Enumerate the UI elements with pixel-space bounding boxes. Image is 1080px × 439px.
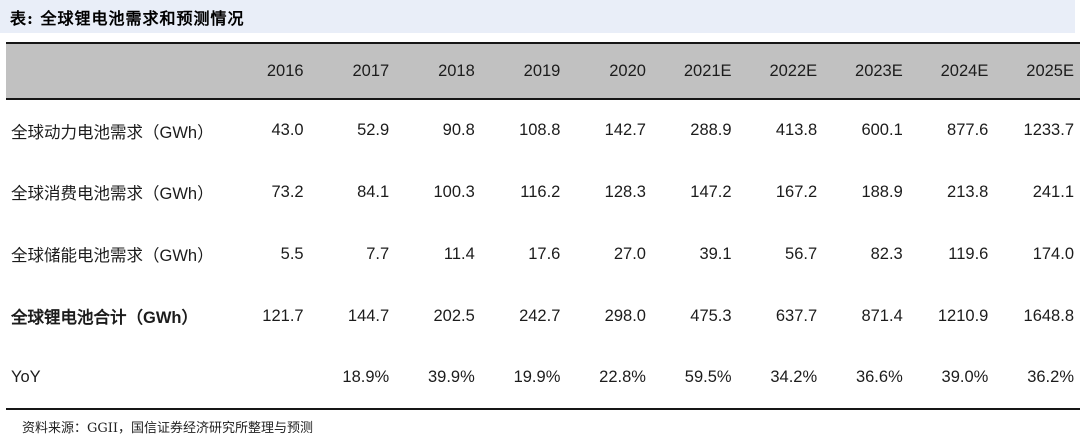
value-cell: 142.7	[604, 121, 646, 139]
row-label: 全球锂电池合计（GWh）	[11, 309, 198, 327]
header-row: 2016 2017 2018 2019 2020 2021E 2022E 2023E 2024E…	[6, 43, 1080, 99]
value-cell: 475.3	[690, 306, 732, 325]
value-cell: 167.2	[775, 182, 818, 201]
value-cell	[224, 347, 310, 409]
value-cell: 1648.8	[1023, 306, 1074, 325]
value-cell: 108.8	[519, 121, 561, 139]
value-cell: 213.8	[947, 182, 989, 201]
table-row: 全球动力电池需求（GWh） 43.0 52.9 90.8 108.8 142.7 288.9…	[6, 99, 1080, 161]
value-cell: 871.4	[861, 306, 903, 325]
column-header-year: 2022E	[769, 61, 818, 80]
table-header: 2016 2017 2018 2019 2020 2021E 2022E 2023E 2024E…	[6, 43, 1080, 99]
value-cell: 413.8	[775, 121, 818, 139]
value-cell: 36.6%	[855, 368, 903, 386]
column-header-year: 2021E	[683, 61, 732, 80]
value-cell: 90.8	[442, 121, 475, 139]
value-cell: 18.9%	[342, 368, 390, 386]
value-cell: 43.0	[271, 121, 304, 139]
column-header-year: 2018	[438, 61, 475, 80]
value-cell: 202.5	[433, 306, 475, 325]
row-label: 全球动力电池需求（GWh）	[11, 123, 214, 142]
value-cell: 84.1	[357, 182, 390, 201]
table-title: 表: 全球锂电池需求和预测情况	[10, 8, 245, 28]
value-cell: 56.7	[785, 244, 818, 263]
value-cell: 242.7	[519, 306, 561, 325]
value-cell: 121.7	[262, 306, 304, 325]
value-cell: 22.8%	[599, 368, 646, 386]
value-cell: 19.9%	[513, 368, 561, 386]
value-cell: 100.3	[433, 182, 475, 201]
row-label: YoY	[11, 368, 41, 386]
value-cell: 116.2	[520, 182, 561, 201]
table-row: YoY 18.9% 39.9% 19.9% 22.8% 59.5% 34.2% 36.6% 39…	[6, 347, 1080, 409]
table-row: 全球消费电池需求（GWh） 73.2 84.1 100.3 116.2 128.3 147.…	[6, 161, 1080, 223]
value-cell: 39.1	[699, 244, 732, 263]
column-header-year: 2016	[266, 61, 304, 80]
value-cell: 59.5%	[684, 368, 732, 386]
value-cell: 128.3	[604, 182, 646, 201]
column-header-year: 2019	[523, 61, 561, 80]
row-label: 全球消费电池需求（GWh）	[11, 185, 214, 203]
value-cell: 5.5	[280, 244, 304, 263]
table-row: 全球储能电池需求（GWh） 5.5 7.7 11.4 17.6 27.0 39.1 56.7 8…	[6, 223, 1080, 285]
table-body: 全球动力电池需求（GWh） 43.0 52.9 90.8 108.8 142.7 288.9…	[6, 99, 1080, 409]
column-header-year: 2025E	[1026, 61, 1074, 80]
value-cell: 82.3	[870, 244, 903, 263]
value-cell: 1210.9	[937, 306, 989, 325]
value-cell: 1233.7	[1023, 121, 1074, 139]
value-cell: 241.1	[1032, 182, 1074, 201]
column-header-year: 2017	[352, 61, 390, 80]
value-cell: 36.2%	[1027, 368, 1074, 386]
value-cell: 17.6	[528, 244, 561, 263]
value-cell: 174.0	[1032, 244, 1074, 263]
value-cell: 188.9	[861, 182, 903, 201]
lithium-battery-demand-table: 2016 2017 2018 2019 2020 2021E 2022E 2023E 2024E…	[6, 42, 1080, 410]
value-cell: 7.7	[366, 244, 390, 263]
source-note: 资料来源：GGII，国信证券经济研究所整理与预测	[22, 421, 314, 436]
row-label: 全球储能电池需求（GWh）	[11, 247, 214, 265]
column-header-year: 2023E	[855, 61, 903, 80]
value-cell: 39.0%	[941, 368, 989, 386]
value-cell: 27.0	[613, 244, 646, 263]
value-cell: 73.2	[271, 182, 304, 201]
value-cell: 147.2	[690, 182, 732, 201]
value-cell: 11.4	[443, 244, 475, 263]
value-cell: 298.0	[604, 306, 646, 325]
value-cell: 877.6	[947, 121, 989, 139]
corner-cell	[6, 43, 224, 99]
value-cell: 119.6	[948, 244, 989, 263]
value-cell: 600.1	[861, 121, 903, 139]
value-cell: 52.9	[357, 121, 390, 139]
table-area: 2016 2017 2018 2019 2020 2021E 2022E 2023E 2024E…	[6, 42, 1080, 410]
column-header-year: 2024E	[940, 61, 989, 80]
value-cell: 34.2%	[770, 368, 818, 386]
value-cell: 288.9	[690, 121, 732, 139]
table-title-band: 表: 全球锂电池需求和预测情况	[0, 0, 1075, 33]
table-row: 全球锂电池合计（GWh） 121.7 144.7 202.5 242.7 298.0 475…	[6, 285, 1080, 347]
value-cell: 39.9%	[427, 368, 475, 386]
value-cell: 144.7	[347, 306, 390, 325]
value-cell: 637.7	[775, 306, 818, 325]
column-header-year: 2020	[609, 61, 646, 80]
